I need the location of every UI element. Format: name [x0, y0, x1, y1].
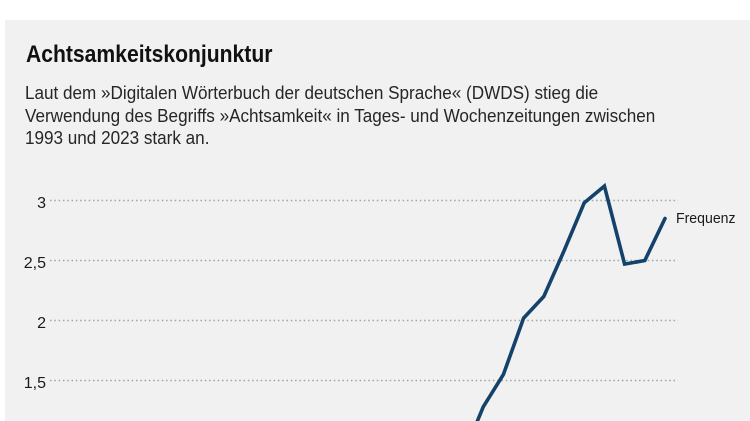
subtitle-line: 1993 und 2023 stark an.	[25, 128, 210, 149]
chart-panel	[5, 20, 750, 421]
subtitle-line: Laut dem »Digitalen Wörterbuch der deuts…	[25, 83, 599, 103]
series-label: Frequenz	[676, 210, 736, 227]
chart-subtitle: Laut dem »Digitalen Wörterbuch der deuts…	[25, 82, 655, 150]
subtitle-line: Verwendung des Begriffs »Achtsamkeit« in…	[25, 105, 656, 126]
y-axis-tick-label: 1,5	[23, 374, 46, 392]
y-axis-tick-label: 3	[37, 194, 46, 212]
page-title: Achtsamkeitskonjunktur	[26, 41, 273, 68]
y-axis-tick-label: 2,5	[23, 254, 46, 272]
frequenz-line	[475, 182, 667, 421]
y-axis-tick-label: 2	[37, 314, 46, 332]
gridlines	[50, 199, 678, 382]
